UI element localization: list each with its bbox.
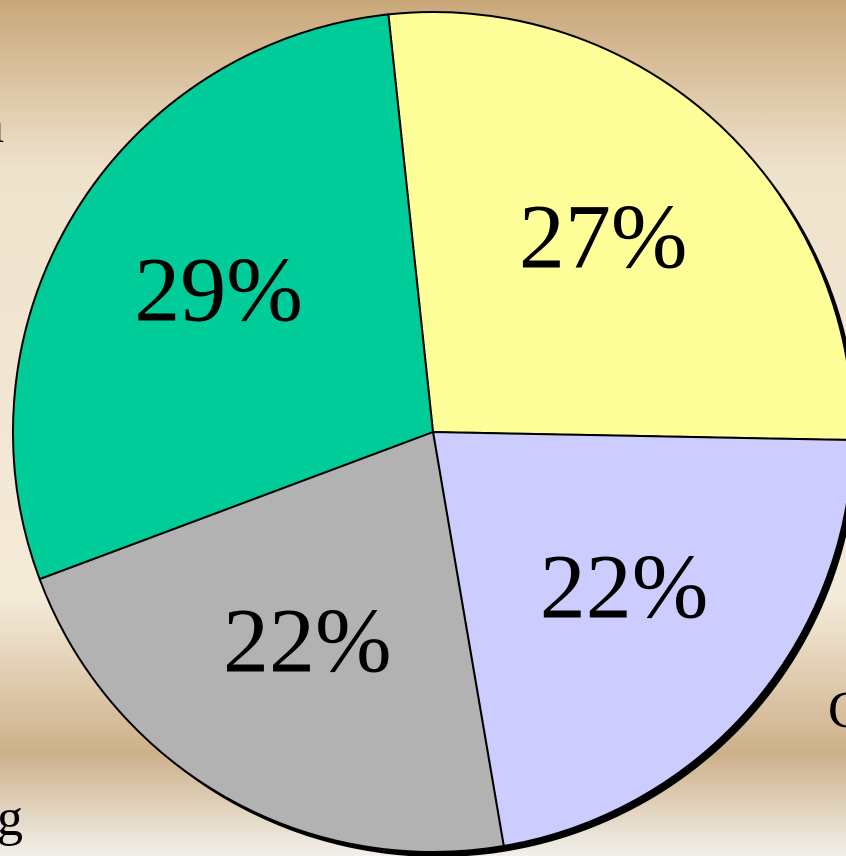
pie-slice [431, 430, 846, 848]
pie-slice [12, 13, 435, 581]
pie-slice [387, 11, 846, 441]
slice-label: 29% [134, 239, 303, 341]
slice-label: 22% [540, 535, 709, 637]
category-label: g [0, 790, 23, 847]
category-label: n [0, 97, 4, 154]
pie [12, 11, 846, 856]
pie-slice [38, 430, 505, 853]
slice-label: 27% [519, 185, 688, 287]
slice-label: 22% [223, 590, 392, 692]
category-label: C [828, 682, 846, 739]
